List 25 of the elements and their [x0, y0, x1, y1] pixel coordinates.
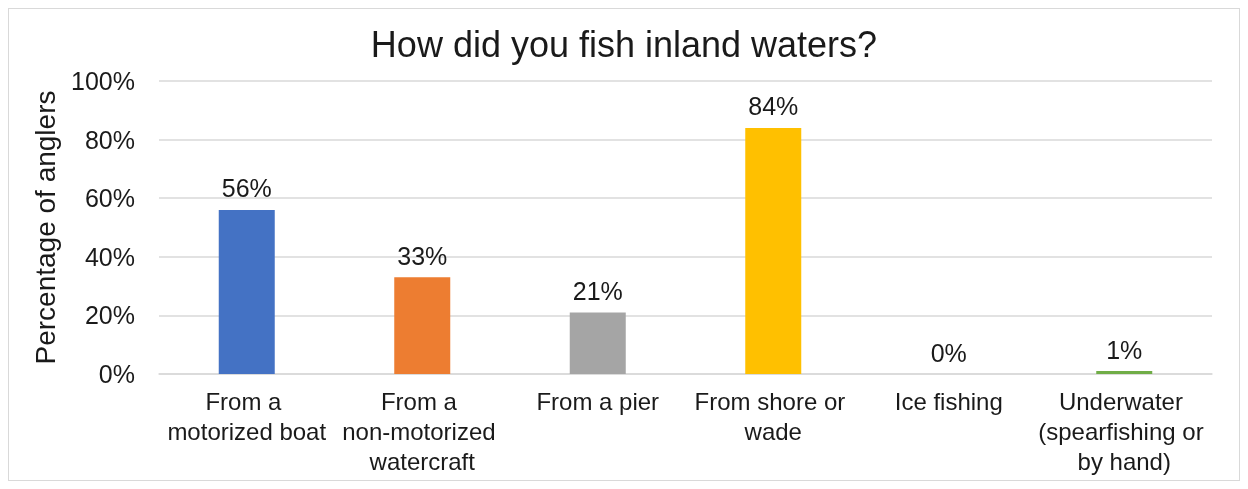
data-label: 56% [221, 174, 272, 203]
x-tick-label: From a motorized boat [167, 387, 327, 445]
y-axis-title: Percentage of anglers [29, 90, 61, 365]
y-tick-label: 0% [98, 360, 135, 388]
y-tick-label: 20% [84, 301, 135, 330]
data-label: 1% [1106, 335, 1143, 364]
y-tick-label: 40% [84, 242, 135, 271]
x-tick-label: From shore or wade [694, 387, 852, 445]
bar [745, 127, 802, 374]
x-tick-label: Underwater (spearfishing or by hand) [1038, 387, 1211, 475]
bar [394, 277, 451, 374]
bar [218, 209, 275, 374]
y-tick-label: 80% [84, 125, 135, 154]
data-label: 0% [930, 338, 967, 367]
x-tick-label: Ice fishing [894, 387, 1003, 415]
bar [569, 312, 626, 374]
y-tick-label: 60% [84, 184, 135, 213]
x-tick-label: From a pier [536, 387, 660, 415]
data-label: 84% [748, 92, 799, 121]
data-label: 21% [572, 276, 623, 305]
data-label: 33% [397, 241, 448, 270]
x-tick-label: From a non-motorized watercraft [342, 387, 503, 475]
chart-title: How did you fish inland waters? [370, 23, 878, 65]
bar [1096, 371, 1153, 374]
y-tick-label: 100% [71, 67, 135, 95]
